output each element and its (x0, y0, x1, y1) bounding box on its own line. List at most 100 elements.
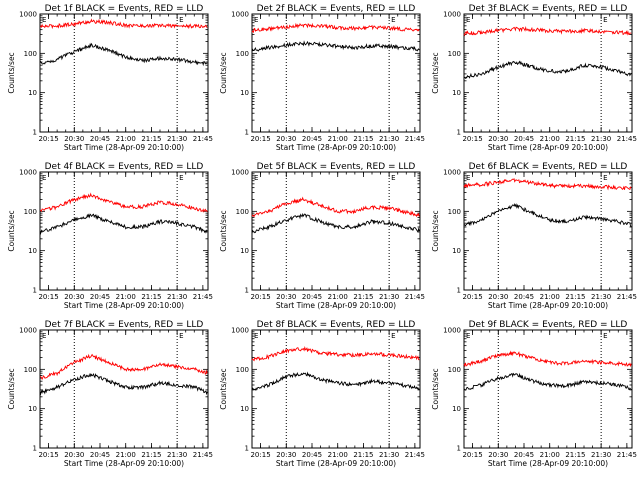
corner-marker-right: E (391, 174, 395, 182)
y-tick-label: 1000 (443, 11, 461, 19)
corner-marker-right: E (179, 332, 183, 340)
x-tick-label: 21:00 (540, 451, 560, 459)
x-tick-label: 20:30 (276, 451, 296, 459)
x-tick-label: 21:15 (141, 451, 161, 459)
y-tick-label: 100 (236, 366, 249, 374)
x-tick-label: 21:30 (167, 451, 187, 459)
panel: Det 6f BLACK = Events, RED = LLD 1 10 100 10… (431, 162, 637, 310)
y-tick-label: 1 (457, 445, 461, 453)
y-tick-label: 1000 (231, 327, 249, 335)
y-tick-label: 10 (240, 405, 249, 413)
series-line-lld-red (40, 192, 208, 213)
x-tick-label: 20:45 (302, 135, 322, 143)
y-tick-label: 1000 (19, 327, 37, 335)
x-tick-label: 21:30 (379, 293, 399, 301)
x-tick-label: 20:45 (90, 293, 110, 301)
panel-title: Det 8f BLACK = Events, RED = LLD (257, 320, 416, 330)
plot-frame (251, 171, 421, 291)
y-tick-label: 10 (452, 247, 461, 255)
corner-marker-right: E (179, 174, 183, 182)
x-tick-label: 21:30 (379, 135, 399, 143)
x-tick-label: 20:15 (250, 293, 270, 301)
series-line-lld-red (251, 196, 420, 218)
y-tick-label: 100 (236, 208, 249, 216)
corner-marker-left: E (42, 174, 46, 182)
panel-title: Det 9f BLACK = Events, RED = LLD (469, 320, 628, 330)
x-tick-label: 21:00 (540, 135, 560, 143)
plot-frame (39, 329, 209, 449)
series-line-events-black (251, 40, 420, 53)
corner-marker-left: E (42, 16, 46, 24)
x-tick-label: 20:15 (38, 293, 58, 301)
corner-marker-right: E (179, 16, 183, 24)
x-tick-label: 21:00 (116, 293, 136, 301)
x-tick-label: 20:45 (90, 135, 110, 143)
panel: Det 2f BLACK = Events, RED = LLD 1 10 100 10… (219, 4, 425, 152)
x-tick-label: 20:30 (64, 451, 84, 459)
series-line-lld-red (463, 178, 632, 191)
corner-marker-left: E (254, 174, 258, 182)
x-tick-label: 21:45 (193, 135, 213, 143)
x-tick-label: 21:00 (328, 293, 348, 301)
y-axis-label: Counts/sec (431, 210, 440, 251)
series-line-lld-red (463, 350, 632, 368)
series-line-lld-red (251, 22, 420, 34)
y-axis-label: Counts/sec (7, 368, 16, 409)
panel-title: Det 3f BLACK = Events, RED = LLD (469, 4, 628, 14)
y-tick-label: 100 (236, 50, 249, 58)
corner-marker-left: E (254, 16, 258, 24)
x-axis-label: Start Time (28-Apr-09 20:10:00) (276, 301, 396, 310)
plot-frame (39, 13, 209, 133)
panel: Det 7f BLACK = Events, RED = LLD 1 10 100 10… (7, 320, 213, 468)
x-axis-label: Start Time (28-Apr-09 20:10:00) (276, 459, 396, 468)
y-axis-label: Counts/sec (431, 52, 440, 93)
x-tick-label: 21:15 (353, 135, 373, 143)
panel-title: Det 1f BLACK = Events, RED = LLD (45, 4, 204, 14)
x-tick-label: 21:45 (405, 451, 425, 459)
x-axis-label: Start Time (28-Apr-09 20:10:00) (64, 301, 184, 310)
panel: Det 8f BLACK = Events, RED = LLD 1 10 100 10… (219, 320, 425, 468)
x-tick-label: 20:30 (488, 293, 508, 301)
corner-marker-left: E (466, 16, 470, 24)
corner-marker-left: E (466, 174, 470, 182)
x-axis-label: Start Time (28-Apr-09 20:10:00) (64, 459, 184, 468)
x-tick-label: 21:15 (565, 293, 585, 301)
series-line-events-black (251, 212, 420, 234)
panel-title: Det 5f BLACK = Events, RED = LLD (257, 162, 416, 172)
y-tick-label: 1000 (231, 169, 249, 177)
y-axis-label: Counts/sec (219, 368, 228, 409)
y-tick-label: 1 (33, 129, 37, 137)
plot-frame (251, 329, 421, 449)
y-tick-label: 1 (245, 287, 249, 295)
y-tick-label: 10 (452, 89, 461, 97)
x-tick-label: 20:30 (488, 135, 508, 143)
y-tick-label: 1 (245, 445, 249, 453)
corner-marker-right: E (603, 174, 607, 182)
x-tick-label: 20:45 (90, 451, 110, 459)
x-tick-label: 20:15 (462, 135, 482, 143)
series-line-events-black (463, 203, 632, 227)
y-tick-label: 100 (24, 366, 37, 374)
series-line-events-black (251, 371, 420, 391)
series-line-events-black (463, 372, 632, 391)
y-tick-label: 100 (24, 208, 37, 216)
x-axis-label: Start Time (28-Apr-09 20:10:00) (276, 143, 396, 152)
x-tick-label: 21:45 (617, 135, 637, 143)
corner-marker-right: E (391, 332, 395, 340)
x-tick-label: 21:45 (405, 135, 425, 143)
corner-marker-left: E (254, 332, 258, 340)
series-line-events-black (39, 213, 208, 235)
x-tick-label: 21:45 (193, 451, 213, 459)
series-line-events-black (39, 42, 208, 67)
x-tick-label: 21:15 (141, 135, 161, 143)
y-tick-label: 10 (28, 89, 37, 97)
x-tick-label: 21:00 (116, 135, 136, 143)
y-tick-label: 1 (457, 129, 461, 137)
y-tick-label: 1000 (19, 169, 37, 177)
y-tick-label: 1 (33, 287, 37, 295)
corner-marker-right: E (603, 332, 607, 340)
x-tick-label: 21:15 (353, 451, 373, 459)
y-axis-label: Counts/sec (7, 210, 16, 251)
x-tick-label: 21:30 (591, 293, 611, 301)
